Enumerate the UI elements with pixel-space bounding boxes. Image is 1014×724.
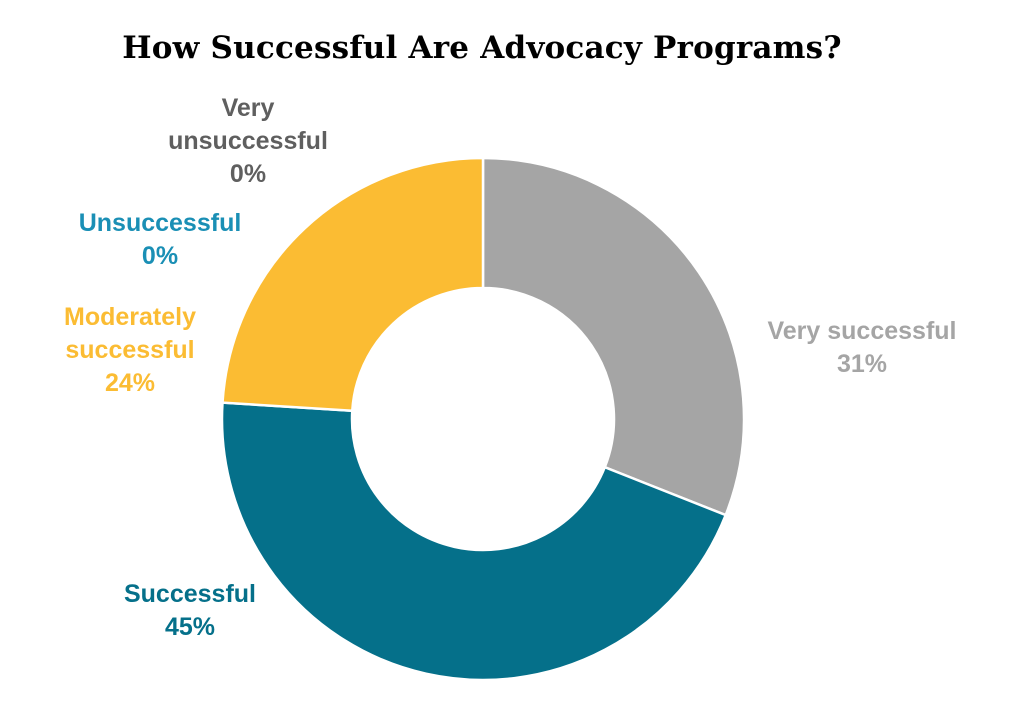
label-unsuccessful-name: Unsuccessful — [78, 209, 242, 237]
label-very-unsuccessful-line2: unsuccessful — [168, 127, 328, 155]
label-very-unsuccessful: Very unsuccessful 0% — [148, 92, 348, 191]
donut-slice-moderately-successful — [221, 156, 485, 413]
label-very-successful: Very successful 31% — [742, 315, 982, 381]
label-very-successful-name: Very successful — [767, 317, 957, 345]
label-very-successful-value: 31% — [836, 350, 888, 378]
donut-slice-successful — [220, 401, 728, 682]
label-successful-name: Successful — [123, 580, 256, 608]
label-successful: Successful 45% — [90, 578, 290, 644]
label-very-unsuccessful-value: 0% — [229, 160, 267, 188]
donut-slice-very-successful — [481, 156, 746, 517]
label-successful-value: 45% — [164, 613, 216, 641]
label-unsuccessful: Unsuccessful 0% — [60, 207, 260, 273]
label-moderately-line2: successful — [65, 336, 195, 364]
label-moderately-value: 24% — [104, 369, 156, 397]
label-very-unsuccessful-line1: Very — [221, 94, 275, 122]
label-moderately-successful: Moderately successful 24% — [30, 301, 230, 400]
label-unsuccessful-value: 0% — [141, 242, 179, 270]
label-moderately-line1: Moderately — [64, 303, 196, 331]
chart-title: How Successful Are Advocacy Programs? — [122, 30, 842, 66]
